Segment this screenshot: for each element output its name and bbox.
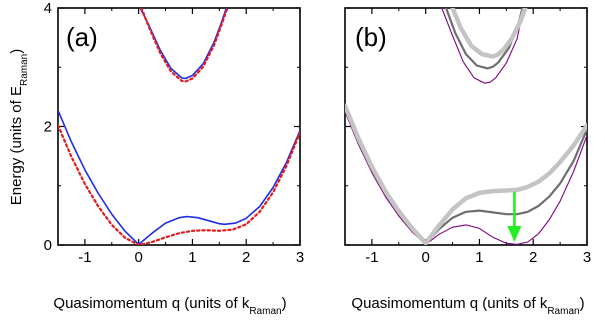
panel-a-label: (a) (66, 22, 98, 52)
panel-a-x-tick-label: 1 (188, 249, 196, 266)
x-axis-title-a-main: Quasimomentum q (units of k (53, 295, 249, 312)
panel-b-series-3-line (441, 8, 525, 84)
x-axis-title-a: Quasimomentum q (units of kRaman) (53, 295, 286, 317)
y-axis-title: Energy (units of ERaman) (8, 49, 30, 205)
x-axis-title-b: Quasimomentum q (units of kRaman) (351, 295, 584, 317)
x-axis-title-b-sub: Raman (547, 306, 579, 317)
panel-a: -1 0 1 2 3 0 2 4 (a) (44, 0, 305, 266)
y-axis-title-sub: Raman (19, 54, 30, 86)
panel-a-x-tick-label: -1 (78, 249, 91, 266)
panel-b-curves (345, 8, 587, 245)
panel-b-series-1-line (345, 107, 587, 245)
panel-a-y-tick-label: 2 (44, 119, 52, 136)
panel-a-series-1-line (58, 124, 300, 245)
x-axis-title-a-sub: Raman (249, 306, 281, 317)
panel-b-series-2-line (345, 103, 587, 245)
panel-a-y-tick-label: 0 (44, 237, 52, 254)
x-axis-title-b-close: ) (580, 295, 585, 312)
panel-a-x-tick-label: 2 (242, 249, 250, 266)
panel-b-label: (b) (355, 22, 387, 52)
panel-b-x-tick-label: 0 (421, 249, 429, 266)
svg-text:Energy (units of ERaman): Energy (units of ERaman) (8, 49, 30, 205)
x-axis-title-b-main: Quasimomentum q (units of k (351, 295, 547, 312)
panel-b-x-tick-label: 2 (529, 249, 537, 266)
green-arrow-head (507, 226, 522, 243)
panel-a-series-0-line (58, 109, 300, 245)
panel-a-series-3-line (140, 8, 229, 83)
panel-b-x-tick-label: 1 (475, 249, 483, 266)
x-axis-title-a-close: ) (282, 295, 287, 312)
panel-b-series-0-line (345, 111, 587, 245)
panel-a-series-2-line (139, 8, 228, 80)
y-axis-title-main: Energy (units of E (8, 86, 25, 205)
panel-a-y-tick-label: 4 (44, 0, 52, 17)
panel-b-x-tick-label: -1 (365, 249, 378, 266)
y-axis-title-close: ) (8, 49, 25, 54)
panel-b-ticks: -1 0 1 2 3 (344, 7, 591, 266)
panel-a-x-tick-label: 0 (134, 249, 142, 266)
panel-a-curves (58, 8, 300, 245)
panel-b: -1 0 1 2 3 (b) (344, 7, 591, 266)
panel-a-x-tick-label: 3 (296, 249, 304, 266)
panel-b-series-5-line (450, 8, 528, 59)
panel-b-x-tick-label: 3 (583, 249, 591, 266)
